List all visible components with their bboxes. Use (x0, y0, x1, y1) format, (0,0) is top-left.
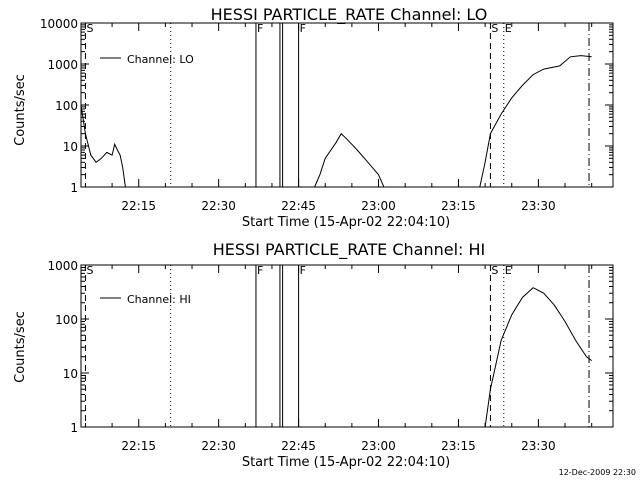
x-tick-label: 23:30 (521, 439, 556, 453)
event-marker-label: F (257, 22, 263, 35)
x-axis-label: Start Time (15-Apr-02 22:04:10) (242, 455, 450, 470)
event-marker-label: S (86, 264, 93, 277)
x-tick-label: 23:00 (361, 439, 396, 453)
chart-panel-lo: HESSI PARTICLE_RATE Channel: LO Counts/s… (13, 5, 614, 230)
y-tick-label: 100 (55, 313, 78, 327)
event-marker-label: E (505, 264, 512, 277)
x-tick-label: 22:30 (201, 439, 236, 453)
event-marker-label: S (491, 22, 498, 35)
legend-label: Channel: LO (127, 53, 194, 66)
x-tick-label: 22:45 (281, 199, 316, 213)
x-tick-label: 22:30 (201, 199, 236, 213)
x-tick-label: 23:15 (441, 439, 476, 453)
y-tick-label: 1 (70, 181, 78, 195)
legend: Channel: HI (100, 293, 191, 306)
x-axis-label: Start Time (15-Apr-02 22:04:10) (242, 215, 450, 230)
y-tick-label: 10 (63, 140, 78, 154)
event-marker-label: S (86, 22, 93, 35)
x-tick-label: 22:15 (121, 439, 156, 453)
event-marker-label: E (505, 22, 512, 35)
x-tick-label: 23:00 (361, 199, 396, 213)
x-tick-label: 22:45 (281, 439, 316, 453)
chart-title: HESSI PARTICLE_RATE Channel: HI (213, 240, 486, 260)
y-tick-label: 10 (63, 367, 78, 381)
plot-frame (80, 22, 614, 188)
series-line (484, 287, 592, 428)
event-marker-label: F (300, 22, 306, 35)
event-marker-label: S (491, 264, 498, 277)
series-line (80, 104, 126, 188)
legend: Channel: LO (100, 53, 194, 66)
series-line (479, 55, 592, 188)
y-axis-label: Counts/sec (13, 74, 28, 146)
event-marker-label: F (300, 264, 306, 277)
y-tick-label: 1000 (47, 259, 78, 273)
y-tick-label: 100 (55, 99, 78, 113)
plot-frame (80, 264, 614, 428)
y-axis-label: Counts/sec (13, 311, 28, 383)
chart-panel-hi: HESSI PARTICLE_RATE Channel: HI Counts/s… (13, 240, 614, 470)
y-tick-label: 10000 (40, 17, 78, 31)
legend-label: Channel: HI (127, 293, 191, 306)
y-tick-label: 1 (70, 421, 78, 435)
x-tick-label: 22:15 (121, 199, 156, 213)
chart-title: HESSI PARTICLE_RATE Channel: LO (211, 5, 488, 25)
y-tick-label: 1000 (47, 58, 78, 72)
event-marker-label: F (257, 264, 263, 277)
x-tick-label: 23:30 (521, 199, 556, 213)
series-line (314, 132, 385, 188)
x-tick-label: 23:15 (441, 199, 476, 213)
footer-timestamp: 12-Dec-2009 22:30 (559, 468, 636, 477)
